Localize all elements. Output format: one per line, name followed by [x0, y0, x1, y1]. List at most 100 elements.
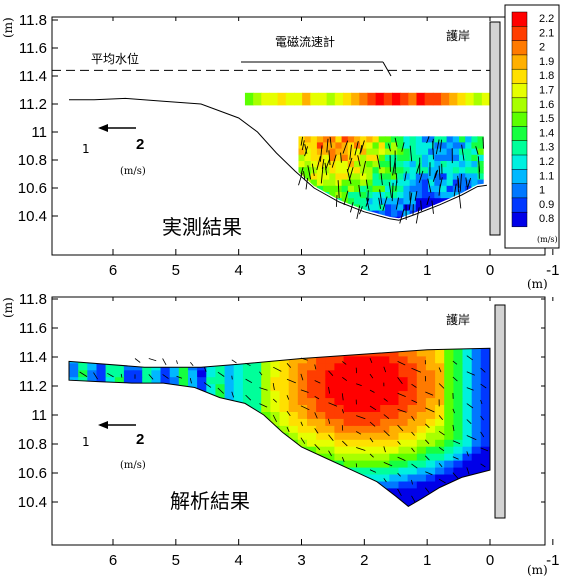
measured-velocity-cell: [310, 161, 318, 168]
computed-velocity-cell: [352, 418, 363, 427]
computed-velocity-cell: [352, 398, 363, 406]
computed-velocity-cell: [233, 363, 244, 371]
computed-vector-arrow: [466, 467, 470, 475]
instrument-sample-cell: [277, 92, 287, 106]
computed-velocity-cell: [297, 405, 308, 413]
colorbar-swatch: [511, 54, 528, 70]
measured-velocity-cell: [304, 142, 312, 150]
computed-velocity-cell: [334, 384, 345, 392]
computed-velocity-cell: [444, 412, 454, 420]
measured-velocity-cell: [360, 136, 367, 143]
computed-velocity-cell: [471, 439, 482, 448]
computed-velocity-cell: [398, 405, 409, 413]
computed-velocity-cell: [343, 418, 354, 427]
x-tick-label: 2: [360, 262, 368, 279]
mean-water-level-label: 平均水位: [91, 51, 139, 66]
computed-velocity-cell: [316, 391, 326, 399]
measured-velocity-cell: [360, 192, 367, 199]
measured-velocity-cell: [421, 167, 429, 174]
measured-velocity-cell: [415, 167, 423, 174]
colorbar-swatch: [511, 11, 528, 27]
x-tick-label: -1: [546, 262, 559, 279]
x-tick-label: 5: [172, 552, 180, 569]
measured-velocity-cell: [391, 216, 398, 219]
computed-velocity-cell: [389, 425, 399, 434]
computed-velocity-cell: [471, 391, 482, 399]
computed-velocity-cell: [334, 453, 345, 462]
computed-velocity-cell: [316, 363, 326, 371]
measured-vector-arrow: [401, 142, 405, 152]
computed-velocity-cell: [407, 398, 418, 406]
instrument-sample-cell: [424, 92, 434, 106]
measured-velocity-cell: [354, 136, 361, 143]
computed-velocity-cell: [398, 439, 409, 448]
computed-vector-arrow: [397, 392, 406, 397]
measured-velocity-cell: [335, 154, 343, 162]
computed-velocity-cell: [389, 384, 399, 392]
measured-velocity-cell: [347, 173, 355, 181]
measured-vector-arrow: [439, 177, 443, 189]
measured-velocity-cell: [384, 154, 392, 162]
measured-velocity-cell: [459, 167, 466, 174]
computed-vector-arrow: [162, 358, 167, 366]
measured-velocity-cell: [403, 179, 411, 187]
computed-velocity-cell: [252, 391, 262, 399]
measured-velocity-cell: [372, 198, 380, 205]
measured-velocity-cell: [304, 167, 312, 174]
computed-velocity-cell: [224, 370, 235, 378]
measured-velocity-cell: [428, 154, 435, 162]
computed-velocity-cell: [288, 432, 299, 441]
measured-velocity-cell: [372, 192, 380, 199]
computed-velocity-cell: [371, 377, 381, 385]
computed-velocity-cell: [462, 349, 473, 357]
measured-vector-arrow: [357, 155, 361, 167]
computed-velocity-cell: [288, 377, 299, 385]
computed-velocity-cell: [252, 398, 262, 406]
computed-vector-arrow: [466, 451, 469, 457]
measured-velocity-cell: [440, 173, 448, 181]
computed-velocity-cell: [453, 439, 464, 448]
computed-velocity-cell: [380, 418, 390, 427]
measured-velocity-cell: [403, 204, 411, 212]
computed-velocity-cell: [343, 453, 354, 462]
measured-velocity-cell: [335, 142, 343, 150]
computed-velocity-cell: [407, 439, 418, 448]
measured-velocity-cell: [304, 136, 312, 143]
computed-velocity-cell: [389, 460, 399, 468]
measured-velocity-cell: [459, 136, 466, 143]
measured-velocity-cell: [384, 204, 392, 212]
computed-vector-arrow: [411, 367, 422, 373]
x-tick-label: 4: [234, 262, 242, 279]
instrument-sample-cell: [342, 92, 352, 106]
computed-velocity-cell: [435, 356, 445, 364]
measured-velocity-cell: [446, 161, 454, 168]
computed-velocity-cell: [105, 370, 116, 378]
measured-velocity-cell: [452, 142, 460, 150]
computed-velocity-cell: [435, 425, 445, 434]
measured-velocity-cell: [403, 142, 411, 150]
measured-velocity-cell: [440, 161, 448, 168]
computed-velocity-cell: [123, 377, 134, 385]
measured-velocity-cell: [397, 161, 404, 168]
measured-velocity-cell: [465, 154, 472, 162]
computed-velocity-cell: [361, 439, 372, 448]
computed-velocity-cell: [334, 425, 345, 434]
measured-velocity-cell: [341, 148, 349, 156]
computed-velocity-cell: [361, 432, 372, 441]
measured-velocity-cell: [354, 161, 361, 168]
computed-vector-arrow: [369, 437, 374, 443]
computed-velocity-cell: [435, 384, 445, 392]
x-tick-label: 3: [297, 552, 305, 569]
computed-velocity-cell: [343, 412, 354, 420]
computed-velocity-cell: [352, 391, 363, 399]
computed-velocity-cell: [343, 363, 354, 371]
computed-velocity-cell: [371, 425, 381, 434]
measured-velocity-cell: [372, 185, 380, 193]
measured-velocity-cell: [366, 185, 373, 193]
measured-velocity-cell: [316, 161, 324, 168]
computed-velocity-cell: [425, 391, 436, 399]
computed-velocity-cell: [389, 391, 399, 399]
y-tick-label: 11.6: [19, 40, 47, 57]
measured-vector-arrow: [399, 208, 405, 224]
computed-velocity-cell: [123, 363, 134, 371]
